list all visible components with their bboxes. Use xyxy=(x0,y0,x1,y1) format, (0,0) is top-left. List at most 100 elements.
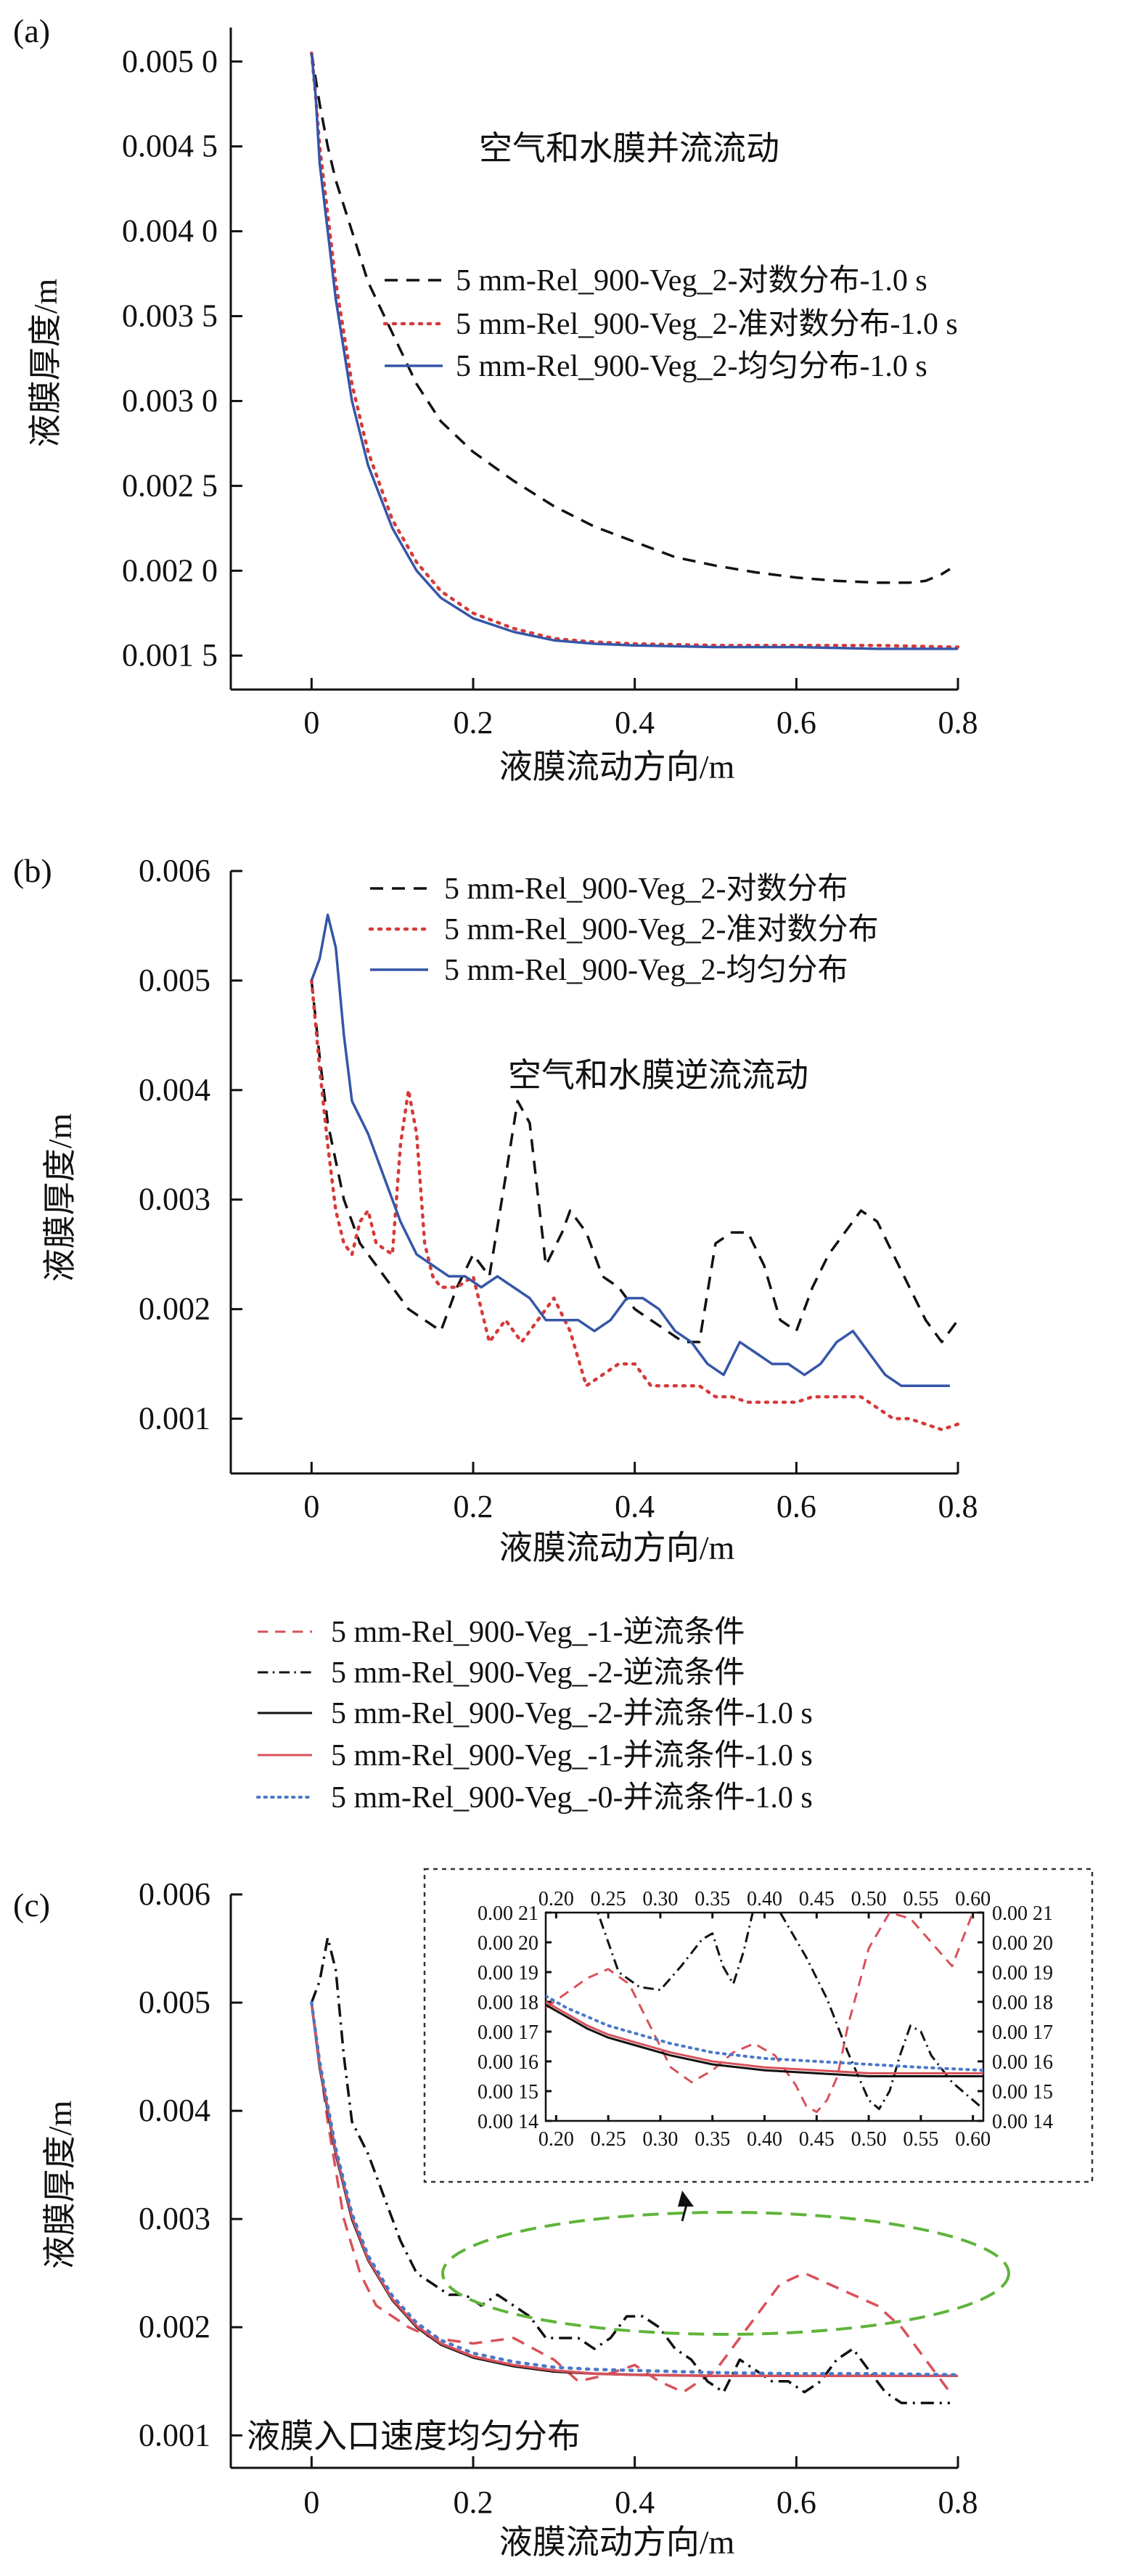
panel-c-x-tick-label: 0.2 xyxy=(454,2485,493,2520)
panel-b-series-2-line xyxy=(310,978,960,1431)
panel-a-plot: 0 0.2 0.4 0.6 0.8 0.001 5 0.002 0 0.002 5 0.003 … xyxy=(122,28,978,740)
panel-c-series-5-line xyxy=(310,2000,960,2377)
panel-c-inset-y-tick-label-left: 0.00 21 xyxy=(478,1902,538,1925)
panel-b-plot: 0 0.2 0.4 0.6 0.8 0.001 0.002 0.003 0.004 0.005 0.… xyxy=(139,853,978,1524)
panel-b-x-tick-label: 0.8 xyxy=(938,1489,978,1524)
panel-a-y-tick-label: 0.005 0 xyxy=(122,44,218,79)
panel-c-inset-series-4-line xyxy=(546,2000,983,2074)
panel-b-legend: 5 mm-Rel_900-Veg_2-对数分布 5 mm-Rel_900-Veg_… xyxy=(368,872,878,987)
panel-a-legend: 5 mm-Rel_900-Veg_2-对数分布-1.0 s 5 mm-Rel_90… xyxy=(382,264,958,383)
panel-b-legend-label-3: 5 mm-Rel_900-Veg_2-均匀分布 xyxy=(444,954,848,987)
panel-c-inset-y-tick-label-right: 0.00 19 xyxy=(992,1962,1053,1984)
panel-c-y-tick-label: 0.003 xyxy=(139,2201,210,2236)
panel-c-inset-y-tick-label-right: 0.00 18 xyxy=(992,1992,1053,2014)
panel-c-inset-x-tick-label-bottom: 0.30 xyxy=(642,2128,678,2151)
panel-c-y-tick-label: 0.005 xyxy=(139,1984,210,2020)
panel-b-x-tick-label: 0 xyxy=(303,1489,319,1524)
panel-a-x-tick-label: 0.4 xyxy=(615,705,655,740)
panel-b-label: (b) xyxy=(13,852,52,889)
panel-c-inset-y-tick-label-left: 0.00 14 xyxy=(478,2111,538,2133)
panel-a-y-tick-label: 0.003 0 xyxy=(122,383,218,418)
panel-a-series-1-line xyxy=(310,52,951,584)
panel-b-x-tick-label: 0.6 xyxy=(777,1489,816,1524)
panel-c-inset-x-tick-label-bottom: 0.55 xyxy=(903,2128,938,2151)
panel-b-series-1-line xyxy=(310,980,959,1344)
panel-c-y-tick-label: 0.001 xyxy=(139,2417,210,2453)
panel-a-series-3-line xyxy=(310,52,958,650)
panel-c-inset-y-tick-label-left: 0.00 15 xyxy=(478,2081,538,2103)
panel-c-series-4-line xyxy=(310,2002,958,2378)
panel-c-legend: 5 mm-Rel_900-Veg_-1-逆流条件 5 mm-Rel_900-Veg… xyxy=(256,1615,813,1815)
panel-c-inset-x-tick-label-bottom: 0.45 xyxy=(799,2128,835,2151)
panel-a-x-tick-label: 0.2 xyxy=(454,705,493,740)
panel-c-y-tick-label: 0.002 xyxy=(139,2309,210,2344)
panel-c-inset-series-5-line xyxy=(546,1994,983,2072)
panel-c-x-tick-label: 0.4 xyxy=(615,2485,655,2520)
panel-a-xlabel: 液膜流动方向/m xyxy=(499,748,735,785)
panel-b-x-tick-label: 0.2 xyxy=(454,1489,493,1524)
panel-a-y-tick-label: 0.004 5 xyxy=(122,128,218,164)
panel-a-x-tick-label: 0 xyxy=(303,705,319,740)
panel-c-inset-y-tick-label-right: 0.00 16 xyxy=(992,2051,1053,2074)
panel-c-x-tick-label: 0.6 xyxy=(777,2485,816,2520)
panel-b-y-tick-label: 0.005 xyxy=(139,962,210,998)
panel-c-inset-x-tick-label-top: 0.45 xyxy=(799,1888,835,1910)
panel-a-y-tick-label: 0.003 5 xyxy=(122,298,218,334)
panel-a-y-tick-label: 0.004 0 xyxy=(122,213,218,249)
panel-c-y-tick-label: 0.004 xyxy=(139,2093,210,2128)
panel-a-y-tick-label: 0.001 5 xyxy=(122,637,218,673)
panel-c-x-tick-label: 0.8 xyxy=(938,2485,978,2520)
panel-c-inset-x-tick-label-top: 0.55 xyxy=(903,1888,938,1910)
panel-c-inset-x-tick-label-top: 0.40 xyxy=(747,1888,782,1910)
panel-b-ylabel: 液膜厚度/m xyxy=(41,1113,78,1283)
panel-c-inset-y-tick-label-left: 0.00 17 xyxy=(478,2021,538,2044)
panel-a-legend-label-3: 5 mm-Rel_900-Veg_2-均匀分布-1.0 s xyxy=(456,350,927,383)
panel-c-inset-x-tick-label-bottom: 0.50 xyxy=(851,2128,887,2151)
panel-c-inset-y-tick-label-left: 0.00 20 xyxy=(478,1932,538,1955)
panel-c-inset-x-tick-label-bottom: 0.35 xyxy=(695,2128,730,2151)
panel-c-inset-y-tick-label-right: 0.00 14 xyxy=(992,2111,1053,2133)
panel-c: (c) 液膜入口速度均匀分布 液膜流动方向/m 液膜厚度/m xyxy=(13,1886,734,2561)
panel-c-inset-series xyxy=(546,1913,983,2114)
panel-a-y-tick-label: 0.002 5 xyxy=(122,467,218,503)
panel-c-inset: 0.20 0.20 0.25 0.25 0.30 0.30 0.35 0.35 0.40 0.40… xyxy=(423,1868,1094,2183)
panel-c-inset-y-tick-label-left: 0.00 18 xyxy=(478,1992,538,2014)
panel-c-inset-x-tick-label-bottom: 0.60 xyxy=(955,2128,991,2151)
panel-c-legend-label-1: 5 mm-Rel_900-Veg_-1-逆流条件 xyxy=(331,1615,745,1649)
panel-c-x-tick-label: 0 xyxy=(303,2485,319,2520)
panel-c-legend-label-3: 5 mm-Rel_900-Veg_-2-并流条件-1.0 s xyxy=(331,1697,813,1730)
panel-c-y-tick-label: 0.006 xyxy=(139,1876,210,1912)
panel-c-inset-x-tick-label-top: 0.60 xyxy=(955,1888,991,1910)
panel-c-annotation: 液膜入口速度均匀分布 xyxy=(247,2418,581,2455)
panel-b-legend-label-1: 5 mm-Rel_900-Veg_2-对数分布 xyxy=(444,872,848,906)
panel-a-ylabel: 液膜厚度/m xyxy=(27,279,64,448)
panel-c-inset-series-3-line xyxy=(546,2003,983,2077)
panel-c-inset-y-tick-label-left: 0.00 16 xyxy=(478,2051,538,2074)
panel-c-inset-y-tick-label-right: 0.00 15 xyxy=(992,2081,1053,2103)
panel-a-series-2-line xyxy=(310,51,960,649)
panel-c-inset-x-tick-label-top: 0.35 xyxy=(695,1888,730,1910)
panel-c-legend-label-5: 5 mm-Rel_900-Veg_-0-并流条件-1.0 s xyxy=(331,1781,813,1815)
panel-a-title: 空气和水膜并流流动 xyxy=(479,130,779,167)
panel-b-series-3-line xyxy=(310,913,950,1388)
panel-c-legend-label-2: 5 mm-Rel_900-Veg_-2-逆流条件 xyxy=(331,1656,745,1690)
panel-c-legend-label-4: 5 mm-Rel_900-Veg_-1-并流条件-1.0 s xyxy=(331,1739,813,1772)
panel-c-inset-x-tick-label-top: 0.25 xyxy=(591,1888,626,1910)
panel-a-legend-label-1: 5 mm-Rel_900-Veg_2-对数分布-1.0 s xyxy=(456,264,927,298)
panel-a-x-tick-label: 0.8 xyxy=(938,705,978,740)
panel-c-zoom-ellipse xyxy=(441,2211,1010,2336)
panel-a-x-tick-label: 0.6 xyxy=(777,705,816,740)
panel-c-zoom-arrow-head xyxy=(678,2191,694,2207)
panel-c-inset-series-1-line xyxy=(546,1913,975,2114)
panel-b: (b) 空气和水膜逆流流动 液膜流动方向/m 液膜厚度/m xyxy=(13,852,808,1566)
panel-a-legend-label-2: 5 mm-Rel_900-Veg_2-准对数分布-1.0 s xyxy=(456,308,958,341)
panel-c-ylabel: 液膜厚度/m xyxy=(41,2101,78,2270)
panel-c-inset-y-tick-label-right: 0.00 17 xyxy=(992,2021,1053,2044)
panel-c-inset-y-tick-label-right: 0.00 20 xyxy=(992,1932,1053,1955)
panel-c-inset-x-tick-label-top: 0.20 xyxy=(538,1888,574,1910)
panel-c-inset-x-tick-label-top: 0.50 xyxy=(851,1888,887,1910)
panel-b-xlabel: 液膜流动方向/m xyxy=(499,1529,735,1566)
panel-b-y-tick-label: 0.004 xyxy=(139,1072,210,1108)
panel-c-inset-x-tick-label-bottom: 0.40 xyxy=(747,2128,782,2151)
panel-a-label: (a) xyxy=(13,12,50,49)
